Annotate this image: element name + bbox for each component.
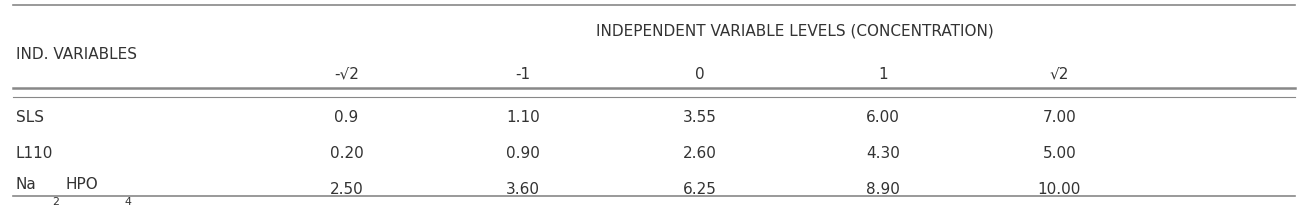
- Text: 1: 1: [878, 66, 888, 81]
- Text: 1.10: 1.10: [506, 110, 540, 125]
- Text: SLS: SLS: [16, 110, 43, 125]
- Text: 5.00: 5.00: [1042, 145, 1076, 160]
- Text: 0.90: 0.90: [506, 145, 540, 160]
- Text: 0: 0: [695, 66, 705, 81]
- Text: L110: L110: [16, 145, 54, 160]
- Text: 6.25: 6.25: [683, 181, 717, 196]
- Text: 6.00: 6.00: [866, 110, 900, 125]
- Text: INDEPENDENT VARIABLE LEVELS (CONCENTRATION): INDEPENDENT VARIABLE LEVELS (CONCENTRATI…: [595, 23, 994, 38]
- Text: 2: 2: [52, 197, 59, 206]
- Text: 4: 4: [124, 197, 131, 206]
- Text: IND. VARIABLES: IND. VARIABLES: [16, 47, 137, 62]
- Text: 7.00: 7.00: [1042, 110, 1076, 125]
- Text: 3.55: 3.55: [683, 110, 717, 125]
- Text: Na: Na: [16, 176, 37, 191]
- Text: 3.60: 3.60: [506, 181, 540, 196]
- Text: -1: -1: [515, 66, 531, 81]
- Text: 2.60: 2.60: [683, 145, 717, 160]
- Text: 4.30: 4.30: [866, 145, 900, 160]
- Text: √2: √2: [1050, 66, 1069, 81]
- Text: 2.50: 2.50: [330, 181, 364, 196]
- Text: 0.9: 0.9: [335, 110, 358, 125]
- Text: HPO: HPO: [65, 176, 98, 191]
- Text: 10.00: 10.00: [1037, 181, 1082, 196]
- Text: 8.90: 8.90: [866, 181, 900, 196]
- Text: 0.20: 0.20: [330, 145, 364, 160]
- Text: -√2: -√2: [334, 66, 360, 81]
